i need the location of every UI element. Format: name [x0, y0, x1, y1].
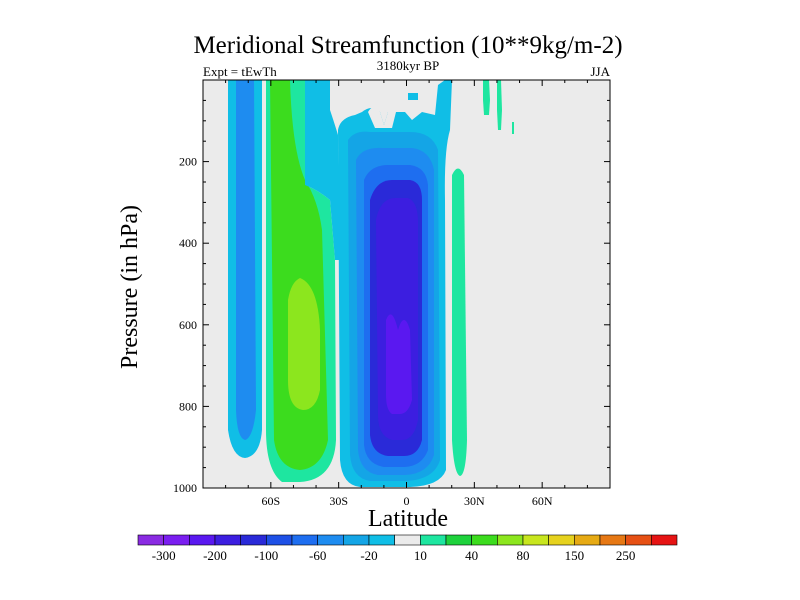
contour-top-patch: [408, 93, 418, 100]
colorbar-label: -100: [254, 548, 278, 563]
contour-gap-upper: [368, 107, 396, 128]
colorbar-swatch: [240, 534, 267, 546]
colorbar-label: -60: [309, 548, 326, 563]
contour-north-streak-2: [497, 80, 502, 130]
x-tick-label: 60S: [261, 494, 280, 508]
colorbar-swatch: [522, 534, 549, 546]
colorbar-swatch: [291, 534, 318, 546]
colorbar-swatch: [625, 534, 652, 546]
y-axis: 200 400 600 800 1000: [173, 79, 610, 495]
contour-north-tropical: [452, 168, 467, 476]
colorbar-label: 250: [616, 548, 636, 563]
y-axis-label: Pressure (in hPa): [117, 205, 143, 369]
y-tick-label: 200: [179, 155, 197, 169]
plot-area: [202, 79, 611, 489]
colorbar-swatch: [420, 534, 447, 546]
contour-hadley-200: [386, 314, 412, 414]
contour-mid-south-inner: [288, 278, 320, 410]
contour-north-streak-1: [483, 80, 490, 115]
colorbar-swatch: [651, 534, 678, 546]
colorbar-label: -300: [152, 548, 176, 563]
colorbar-swatch: [163, 534, 190, 546]
colorbar-label: 10: [414, 548, 427, 563]
colorbar-label: -20: [360, 548, 377, 563]
colorbar-swatch: [599, 534, 626, 546]
colorbar-swatch: [189, 534, 216, 546]
colorbar-swatch: [394, 534, 421, 546]
colorbar: -300 -200 -100 -60 -20 10 40 80 150 250: [137, 534, 678, 563]
y-tick-label: 600: [179, 318, 197, 332]
x-axis-label: Latitude: [368, 506, 448, 532]
y-tick-label: 800: [179, 399, 197, 413]
chart-title: Meridional Streamfunction (10**9kg/m-2): [193, 32, 622, 59]
colorbar-label: 150: [565, 548, 585, 563]
colorbar-swatch: [266, 534, 293, 546]
colorbar-label: -200: [203, 548, 227, 563]
y-tick-label: 400: [179, 236, 197, 250]
colorbar-swatch: [445, 534, 472, 546]
colorbar-swatch: [137, 534, 164, 546]
subtitle-left: Expt = tEwTh: [203, 64, 277, 79]
colorbar-swatch: [574, 534, 601, 546]
colorbar-swatch: [548, 534, 575, 546]
colorbar-swatch: [497, 534, 524, 546]
colorbar-swatch: [471, 534, 498, 546]
x-tick-label: 30N: [464, 494, 485, 508]
subtitle-center: 3180kyr BP: [377, 58, 439, 73]
colorbar-swatch: [343, 534, 370, 546]
x-tick-label: 30S: [329, 494, 348, 508]
colorbar-label: 80: [517, 548, 530, 563]
contour-upper-band-left: [305, 80, 340, 260]
contour-south-polar-inner: [236, 80, 256, 440]
y-tick-label: 1000: [173, 481, 197, 495]
colorbar-label: 40: [465, 548, 478, 563]
x-tick-label: 60N: [532, 494, 553, 508]
subtitle-right: JJA: [590, 64, 610, 79]
x-tick-label: 0: [404, 494, 410, 508]
colorbar-swatch: [214, 534, 241, 546]
x-axis: 60S 30S 0 30N 60N: [202, 80, 611, 508]
colorbar-swatch: [368, 534, 395, 546]
colorbar-swatch: [317, 534, 344, 546]
contour-north-streak-3: [512, 122, 514, 134]
